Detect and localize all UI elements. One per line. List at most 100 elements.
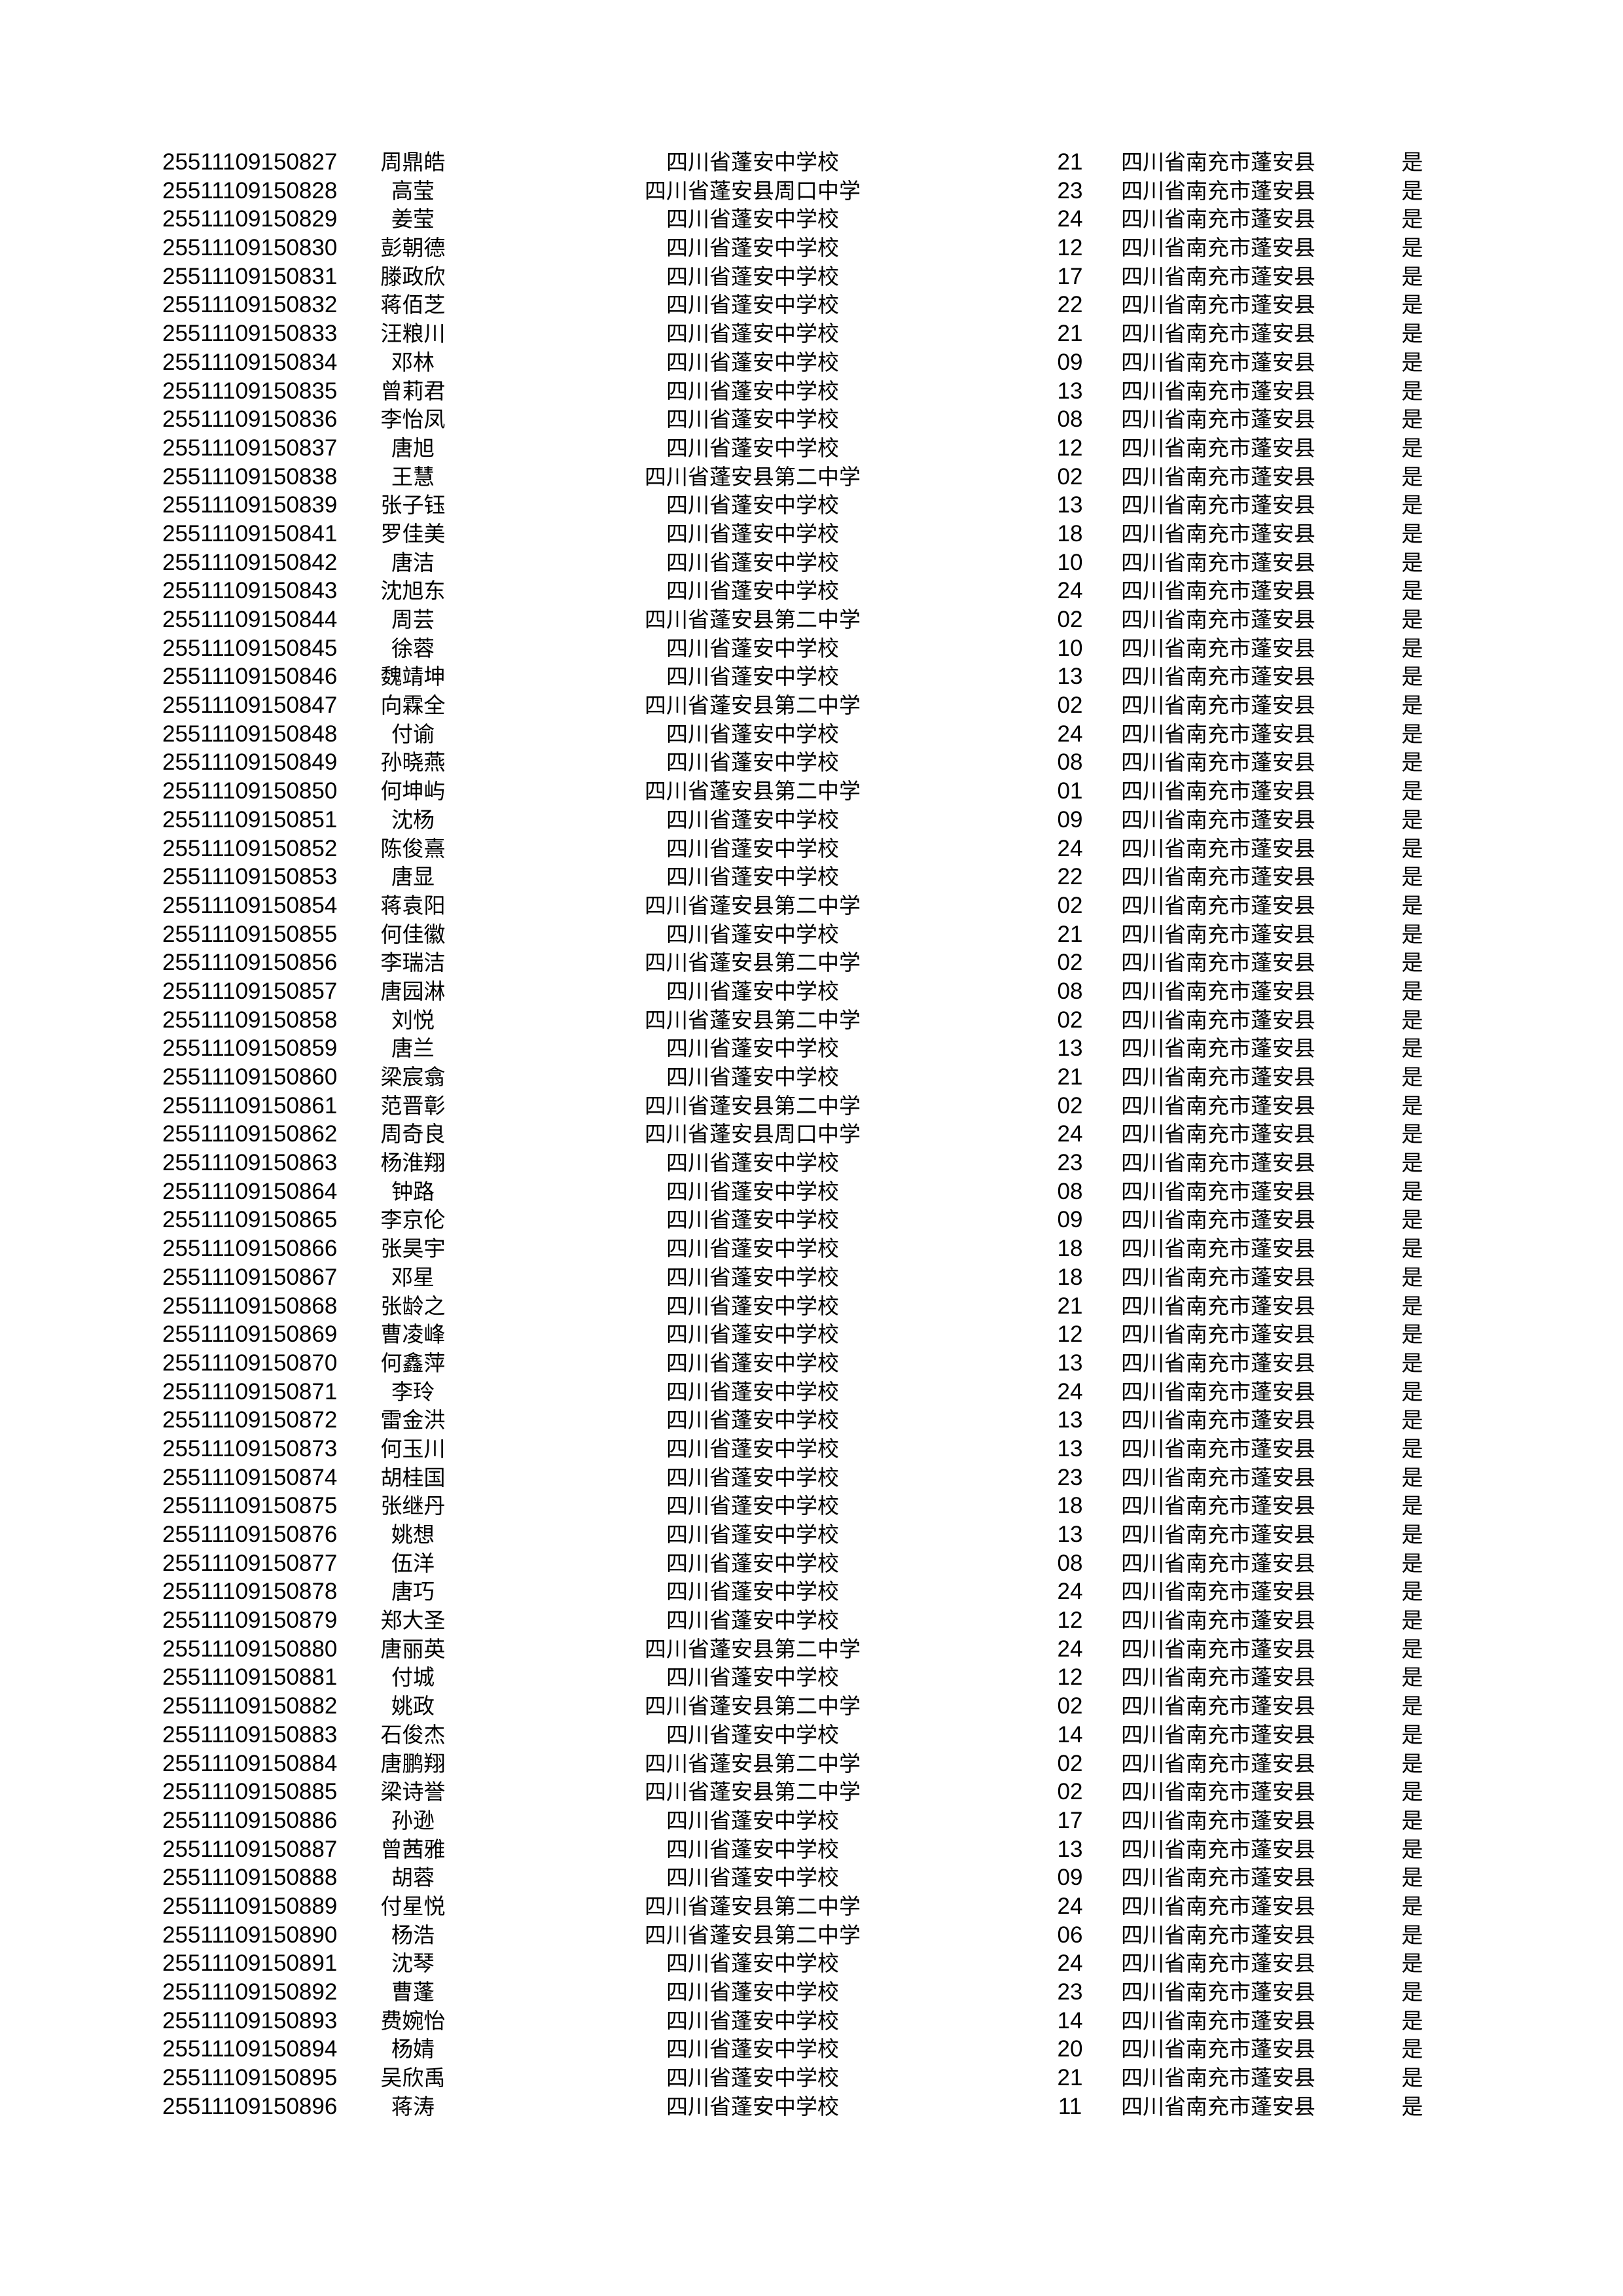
id-cell: 25511109150850 xyxy=(162,778,338,804)
id-cell: 25511109150892 xyxy=(162,1979,338,2005)
school-cell: 四川省蓬安中学校 xyxy=(666,1207,839,1233)
code-cell: 10 xyxy=(1057,635,1083,661)
flag-cell: 是 xyxy=(1401,835,1423,861)
id-cell: 25511109150863 xyxy=(162,1150,338,1176)
id-cell: 25511109150878 xyxy=(162,1579,338,1605)
school-cell: 四川省蓬安中学校 xyxy=(666,1607,839,1634)
name-cell: 沈琴 xyxy=(391,1950,435,1977)
location-cell: 四川省南充市蓬安县 xyxy=(1121,1264,1315,1290)
flag-cell: 是 xyxy=(1401,607,1423,632)
name-cell: 唐鹏翔 xyxy=(380,1750,446,1776)
school-cell: 四川省蓬安中学校 xyxy=(666,1064,839,1090)
location-cell: 四川省南充市蓬安县 xyxy=(1121,1064,1315,1090)
name-cell: 曾莉君 xyxy=(380,378,446,404)
table-row: 25511109150863 杨淮翔 四川省蓬安中学校 23 四川省南充市蓬安县 是 xyxy=(0,1149,1623,1177)
location-cell: 四川省南充市蓬安县 xyxy=(1121,235,1315,261)
table-row: 25511109150837 唐旭 四川省蓬安中学校 12 四川省南充市蓬安县 是 xyxy=(0,434,1623,463)
id-cell: 25511109150895 xyxy=(162,2065,338,2091)
flag-cell: 是 xyxy=(1401,978,1423,1004)
table-row: 25511109150862 周奇良 四川省蓬安县周口中学 24 四川省南充市蓬安县 是 xyxy=(0,1120,1623,1149)
code-cell: 21 xyxy=(1057,321,1083,347)
table-row: 25511109150849 孙晓燕 四川省蓬安中学校 08 四川省南充市蓬安县 是 xyxy=(0,748,1623,777)
school-cell: 四川省蓬安中学校 xyxy=(666,1836,839,1862)
name-cell: 吴欣禹 xyxy=(380,2065,446,2091)
name-cell: 曹凌峰 xyxy=(380,1321,446,1348)
school-cell: 四川省蓬安中学校 xyxy=(666,206,839,232)
location-cell: 四川省南充市蓬安县 xyxy=(1121,607,1315,632)
flag-cell: 是 xyxy=(1401,1807,1423,1833)
table-row: 25511109150866 张昊宇 四川省蓬安中学校 18 四川省南充市蓬安县 是 xyxy=(0,1234,1623,1263)
location-cell: 四川省南充市蓬安县 xyxy=(1121,1435,1315,1462)
id-cell: 25511109150827 xyxy=(162,149,338,175)
name-cell: 孙逊 xyxy=(391,1807,435,1833)
name-cell: 唐洁 xyxy=(391,549,435,575)
code-cell: 02 xyxy=(1057,1779,1083,1805)
id-cell: 25511109150854 xyxy=(162,892,338,918)
id-cell: 25511109150894 xyxy=(162,2036,338,2062)
code-cell: 09 xyxy=(1057,806,1083,833)
flag-cell: 是 xyxy=(1401,1493,1423,1519)
flag-cell: 是 xyxy=(1401,778,1423,804)
location-cell: 四川省南充市蓬安县 xyxy=(1121,921,1315,947)
id-cell: 25511109150871 xyxy=(162,1378,338,1405)
code-cell: 22 xyxy=(1057,292,1083,318)
flag-cell: 是 xyxy=(1401,1121,1423,1147)
school-cell: 四川省蓬安县第二中学 xyxy=(645,1092,861,1119)
school-cell: 四川省蓬安中学校 xyxy=(666,1950,839,1977)
table-row: 25511109150864 钟路 四川省蓬安中学校 08 四川省南充市蓬安县 是 xyxy=(0,1177,1623,1206)
location-cell: 四川省南充市蓬安县 xyxy=(1121,1464,1315,1490)
name-cell: 张继丹 xyxy=(380,1493,446,1519)
id-cell: 25511109150859 xyxy=(162,1035,338,1062)
location-cell: 四川省南充市蓬安县 xyxy=(1121,149,1315,175)
name-cell: 李京伦 xyxy=(380,1207,446,1233)
code-cell: 24 xyxy=(1057,1579,1083,1605)
school-cell: 四川省蓬安中学校 xyxy=(666,292,839,318)
id-cell: 25511109150876 xyxy=(162,1522,338,1547)
code-cell: 24 xyxy=(1057,1893,1083,1919)
code-cell: 02 xyxy=(1057,950,1083,976)
flag-cell: 是 xyxy=(1401,1378,1423,1405)
flag-cell: 是 xyxy=(1401,206,1423,232)
code-cell: 12 xyxy=(1057,235,1083,261)
table-row: 25511109150891 沈琴 四川省蓬安中学校 24 四川省南充市蓬安县 是 xyxy=(0,1949,1623,1978)
school-cell: 四川省蓬安中学校 xyxy=(666,835,839,861)
location-cell: 四川省南充市蓬安县 xyxy=(1121,635,1315,661)
name-cell: 张子钰 xyxy=(380,492,446,518)
id-cell: 25511109150858 xyxy=(162,1007,338,1033)
name-cell: 曾茜雅 xyxy=(380,1836,446,1862)
id-cell: 25511109150861 xyxy=(162,1092,338,1119)
code-cell: 22 xyxy=(1057,864,1083,890)
school-cell: 四川省蓬安中学校 xyxy=(666,1865,839,1891)
flag-cell: 是 xyxy=(1401,692,1423,719)
id-cell: 25511109150837 xyxy=(162,435,338,461)
table-row: 25511109150853 唐显 四川省蓬安中学校 22 四川省南充市蓬安县 是 xyxy=(0,863,1623,891)
table-row: 25511109150850 何坤屿 四川省蓬安县第二中学 01 四川省南充市蓬安县 是 xyxy=(0,777,1623,806)
school-cell: 四川省蓬安中学校 xyxy=(666,1321,839,1348)
location-cell: 四川省南充市蓬安县 xyxy=(1121,1950,1315,1977)
school-cell: 四川省蓬安中学校 xyxy=(666,378,839,404)
name-cell: 杨浩 xyxy=(391,1922,435,1948)
school-cell: 四川省蓬安中学校 xyxy=(666,721,839,747)
school-cell: 四川省蓬安中学校 xyxy=(666,1150,839,1176)
name-cell: 周芸 xyxy=(391,607,435,632)
location-cell: 四川省南充市蓬安县 xyxy=(1121,406,1315,433)
id-cell: 25511109150841 xyxy=(162,520,338,547)
code-cell: 24 xyxy=(1057,206,1083,232)
location-cell: 四川省南充市蓬安县 xyxy=(1121,1236,1315,1262)
code-cell: 02 xyxy=(1057,607,1083,632)
table-row: 25511109150832 蒋佰芝 四川省蓬安中学校 22 四川省南充市蓬安县 是 xyxy=(0,291,1623,319)
name-cell: 唐园淋 xyxy=(380,978,446,1004)
id-cell: 25511109150873 xyxy=(162,1435,338,1462)
flag-cell: 是 xyxy=(1401,2007,1423,2034)
flag-cell: 是 xyxy=(1401,235,1423,261)
code-cell: 24 xyxy=(1057,1378,1083,1405)
code-cell: 21 xyxy=(1057,149,1083,175)
table-row: 25511109150831 滕政欣 四川省蓬安中学校 17 四川省南充市蓬安县 是 xyxy=(0,262,1623,291)
table-row: 25511109150834 邓林 四川省蓬安中学校 09 四川省南充市蓬安县 是 xyxy=(0,348,1623,377)
table-row: 25511109150882 姚政 四川省蓬安县第二中学 02 四川省南充市蓬安县 是 xyxy=(0,1692,1623,1721)
school-cell: 四川省蓬安中学校 xyxy=(666,1579,839,1605)
flag-cell: 是 xyxy=(1401,1407,1423,1433)
id-cell: 25511109150838 xyxy=(162,463,338,490)
table-row: 25511109150846 魏靖坤 四川省蓬安中学校 13 四川省南充市蓬安县 是 xyxy=(0,662,1623,691)
id-cell: 25511109150834 xyxy=(162,349,338,375)
